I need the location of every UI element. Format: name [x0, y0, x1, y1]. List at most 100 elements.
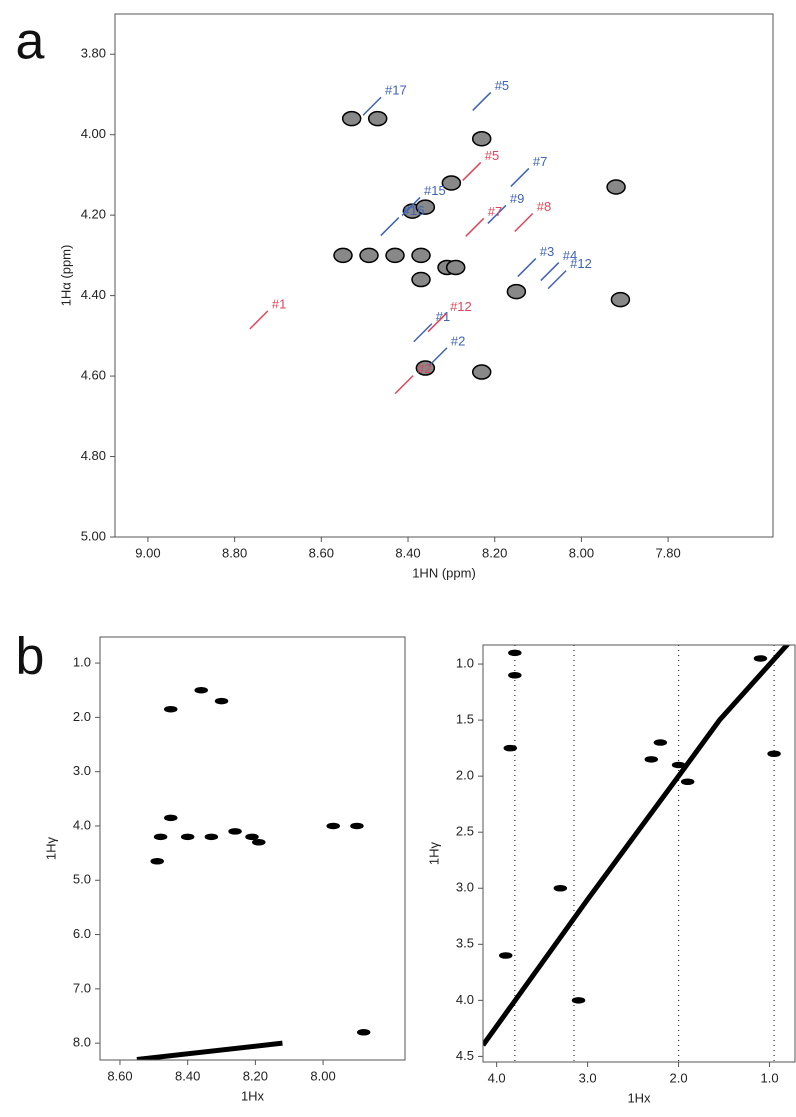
y-tick-label: 3.80 — [81, 46, 106, 61]
y-tick-label: 3.5 — [456, 936, 474, 951]
annotation-label: #8 — [537, 199, 551, 214]
annotation-label: #4 — [563, 248, 577, 263]
y-tick-label: 5.00 — [81, 528, 106, 543]
x-tick-label: 8.60 — [107, 1068, 132, 1083]
y-tick-label: 4.40 — [81, 287, 106, 302]
peak — [508, 649, 522, 657]
peak — [214, 697, 229, 705]
annotation-label: #3 — [540, 244, 554, 259]
y-axis-label: 1Hγ — [43, 836, 58, 860]
leader-line — [413, 323, 433, 343]
annotation-label: #15 — [424, 183, 446, 198]
peak — [767, 750, 781, 757]
diagonal — [483, 645, 791, 1047]
y-tick-label: 4.0 — [73, 817, 91, 832]
x-tick-label: 8.40 — [395, 545, 420, 560]
leader-line — [428, 347, 448, 367]
y-axis-label: 1Hγ — [426, 841, 441, 865]
peak — [153, 833, 168, 841]
peak — [245, 833, 259, 841]
y-tick-label: 4.00 — [81, 126, 106, 141]
annotation-label: #12 — [570, 256, 592, 271]
peak — [252, 839, 266, 846]
x-tick-label: 4.0 — [488, 1070, 506, 1085]
y-tick-label: 6.0 — [73, 926, 91, 941]
peak — [341, 110, 362, 127]
y-tick-label: 2.0 — [73, 709, 91, 724]
peak — [194, 686, 208, 694]
y-tick-label: 4.20 — [81, 207, 106, 222]
y-tick-label: 7.0 — [73, 980, 91, 995]
leader-line — [249, 310, 269, 330]
plot-frame — [99, 636, 406, 1061]
peak — [441, 175, 462, 191]
leader-line — [510, 167, 530, 187]
y-tick-label: 2.0 — [456, 768, 474, 783]
leader-line — [472, 91, 492, 111]
peak — [180, 833, 195, 841]
peak — [508, 672, 522, 679]
peak — [506, 283, 527, 300]
leader-line — [540, 262, 560, 282]
y-tick-label: 4.80 — [81, 448, 106, 463]
y-tick-label: 1.0 — [73, 655, 91, 670]
y-tick-label: 3.0 — [456, 880, 474, 895]
leader-line — [487, 204, 507, 224]
panel-label: b — [16, 628, 45, 686]
peak — [163, 814, 178, 822]
leader-line — [517, 258, 537, 278]
peak — [606, 179, 626, 195]
peak — [471, 364, 492, 380]
panel-label: a — [16, 13, 45, 71]
x-tick-label: 3.0 — [579, 1070, 597, 1085]
peak — [415, 199, 436, 215]
peak — [163, 705, 178, 713]
leader-line — [514, 212, 534, 233]
peak — [653, 739, 668, 746]
peak — [644, 756, 659, 763]
plot-area — [333, 110, 631, 380]
x-tick-label: 8.20 — [482, 545, 507, 560]
leader-line — [465, 217, 485, 237]
x-tick-label: 7.80 — [655, 545, 680, 560]
y-tick-label: 3.0 — [73, 763, 91, 778]
x-axis-label: 1Hx — [241, 1088, 265, 1103]
plot-area — [136, 686, 371, 1060]
x-axis-label: 1HN (ppm) — [412, 565, 476, 580]
peak — [445, 259, 466, 276]
peak — [610, 291, 631, 308]
peak — [503, 744, 518, 752]
peak — [671, 761, 686, 769]
peak — [326, 822, 340, 830]
x-tick-label: 9.00 — [135, 545, 160, 560]
peak — [411, 247, 431, 264]
peak — [150, 858, 164, 865]
peak — [385, 247, 405, 264]
peak — [356, 1029, 371, 1036]
x-tick-label: 8.00 — [569, 545, 594, 560]
annotation-label: #2 — [451, 333, 465, 348]
plot-frame — [482, 644, 796, 1063]
y-tick-label: 2.5 — [456, 824, 474, 839]
peak — [367, 110, 388, 127]
annotation-label: #7 — [533, 154, 547, 169]
x-tick-label: 8.40 — [175, 1068, 200, 1083]
x-tick-label: 8.20 — [243, 1068, 268, 1083]
plot-frame — [114, 13, 774, 538]
peak — [350, 822, 364, 830]
x-tick-label: 1.0 — [760, 1070, 778, 1085]
plot-area — [483, 645, 791, 1062]
peak — [471, 130, 492, 147]
annotation-label: #9 — [510, 191, 524, 206]
x-axis-label: 1Hx — [627, 1090, 651, 1105]
x-tick-label: 8.80 — [222, 545, 247, 560]
leader-line — [427, 313, 447, 333]
peak — [411, 271, 431, 288]
peak — [204, 833, 219, 841]
x-tick-label: 8.60 — [309, 545, 334, 560]
x-tick-label: 8.00 — [310, 1068, 335, 1083]
peak — [228, 828, 242, 835]
y-tick-label: 1.0 — [456, 655, 474, 670]
peak — [753, 655, 768, 662]
